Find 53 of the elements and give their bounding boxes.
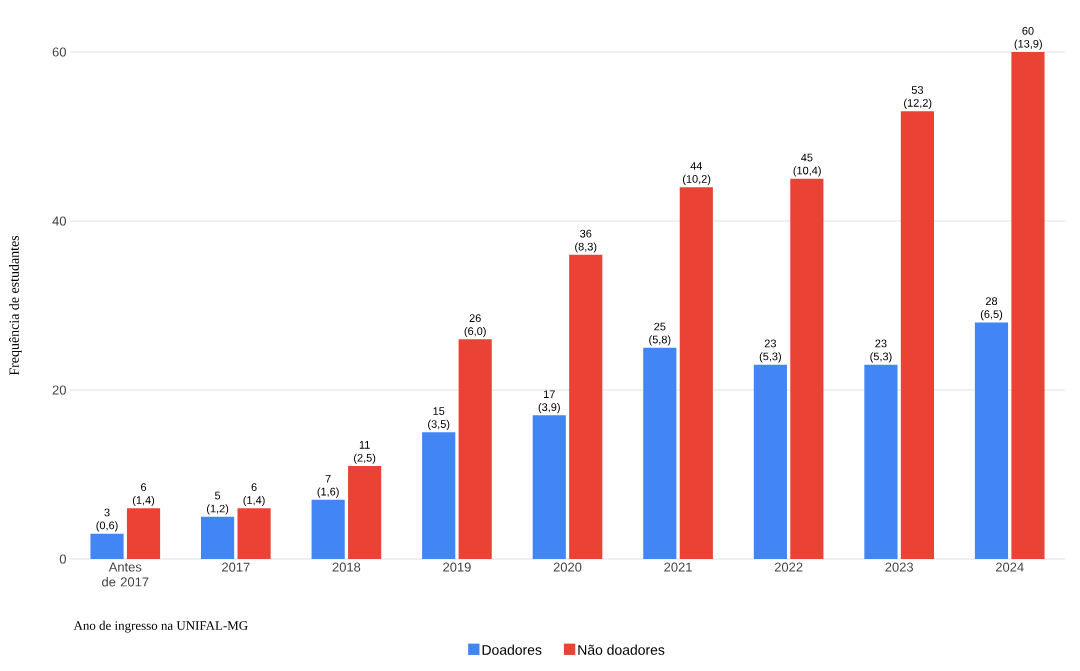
- data-label: 23 (5,3): [759, 339, 781, 363]
- data-label: 60 (13,9): [1014, 26, 1042, 50]
- data-label: 53 (12,2): [904, 86, 932, 109]
- data-label: 6 (1,4): [243, 483, 265, 507]
- data-label: 28 (6,5): [980, 297, 1003, 321]
- x-tick-label: 2024: [995, 562, 1024, 572]
- y-axis-title: Frequência de estudantes: [9, 235, 22, 376]
- data-label: 6 (1,4): [132, 483, 155, 507]
- bar: [864, 364, 898, 559]
- bar: [311, 499, 345, 559]
- bar: [348, 466, 382, 559]
- data-label: 17 (3,9): [538, 390, 560, 414]
- x-tick-label: 2020: [553, 562, 582, 572]
- bar: [643, 347, 677, 559]
- y-tick-label: 40: [52, 216, 66, 226]
- data-label: 36 (8,3): [575, 229, 597, 253]
- data-label: 45 (10,4): [793, 153, 821, 177]
- x-tick-label: 2018: [332, 562, 361, 572]
- x-tick-label: 2019: [443, 562, 471, 572]
- data-label: 7 (1,6): [317, 474, 339, 498]
- y-tick-label: 20: [52, 385, 66, 395]
- bar: [532, 415, 566, 559]
- x-tick-label: Antes de 2017: [102, 562, 149, 587]
- data-label: 44 (10,2): [682, 162, 711, 185]
- y-tick-label: 0: [59, 554, 66, 564]
- bar: [458, 339, 492, 559]
- y-tick-label: 60: [52, 47, 66, 57]
- bar: [201, 516, 235, 559]
- bar: [900, 111, 934, 559]
- x-tick-label: 2017: [222, 562, 250, 572]
- data-label: 15 (3,5): [428, 407, 450, 431]
- bar: [790, 178, 824, 559]
- legend-label: Doadores: [482, 644, 542, 655]
- bar: [90, 533, 124, 559]
- bar: [569, 254, 603, 559]
- data-label: 11 (2,5): [354, 441, 376, 464]
- bar: [126, 508, 161, 559]
- data-label: 25 (5,8): [649, 322, 671, 346]
- bar: [753, 364, 787, 559]
- bar: [1011, 52, 1045, 559]
- data-label: 23 (5,3): [870, 339, 892, 363]
- x-tick-label: 2021: [664, 562, 692, 572]
- x-tick-label: 2022: [774, 562, 803, 572]
- data-label: 3 (0,6): [96, 508, 118, 532]
- data-label: 5 (1,2): [207, 491, 229, 515]
- x-tick-label: 2023: [885, 562, 914, 572]
- legend-label: Não doadores: [578, 644, 665, 655]
- data-label: 26 (6,0): [464, 314, 486, 338]
- bar: [422, 432, 456, 559]
- bar: [679, 187, 713, 559]
- bar: [974, 322, 1009, 559]
- x-axis-title: Ano de ingresso na UNIFAL-MG: [73, 620, 248, 633]
- bar: [237, 508, 271, 559]
